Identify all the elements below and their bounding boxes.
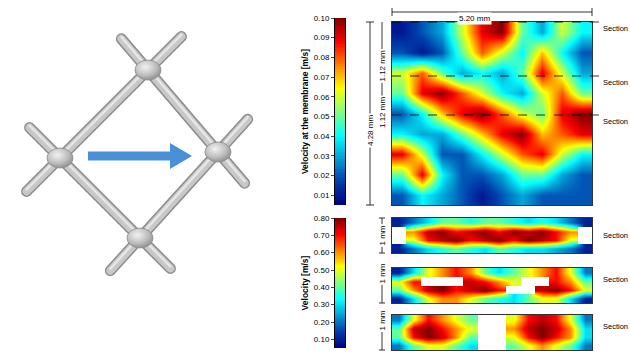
svg-text:0.04: 0.04 [314,132,330,141]
svg-text:0.03: 0.03 [314,152,330,161]
svg-text:Section: Section [603,24,628,33]
svg-text:0.20: 0.20 [314,318,330,327]
svg-text:0.07: 0.07 [314,73,330,82]
svg-text:1 mm: 1 mm [378,310,387,330]
svg-text:Section: Section [603,78,628,87]
svg-text:0.10: 0.10 [314,335,330,344]
svg-text:0.80: 0.80 [314,214,330,223]
svg-text:0.05: 0.05 [314,112,330,121]
svg-text:Section: Section [603,275,628,284]
svg-text:Section: Section [603,117,628,126]
svg-text:1.12 mm: 1.12 mm [378,50,387,81]
svg-text:1 mm: 1 mm [378,225,387,245]
svg-text:1 mm: 1 mm [378,263,387,283]
svg-text:4.28 mm: 4.28 mm [366,115,375,146]
svg-text:0.02: 0.02 [314,171,330,180]
svg-text:Section: Section [603,231,628,240]
svg-text:0.06: 0.06 [314,93,330,102]
svg-text:Section: Section [603,322,628,331]
svg-text:0.40: 0.40 [314,283,330,292]
svg-text:0.60: 0.60 [314,248,330,257]
svg-text:Velocity [m/s]: Velocity [m/s] [300,255,310,310]
svg-text:0.01: 0.01 [314,191,330,200]
svg-text:5.20 mm: 5.20 mm [459,14,490,23]
svg-text:Velocity at the membrane [m/s]: Velocity at the membrane [m/s] [300,49,310,174]
svg-text:0.09: 0.09 [314,33,330,42]
svg-text:0.10: 0.10 [314,14,330,23]
svg-text:1.12 mm: 1.12 mm [378,97,387,128]
svg-text:0.08: 0.08 [314,53,330,62]
svg-text:0.50: 0.50 [314,266,330,275]
svg-text:0.70: 0.70 [314,231,330,240]
svg-text:0.30: 0.30 [314,300,330,309]
